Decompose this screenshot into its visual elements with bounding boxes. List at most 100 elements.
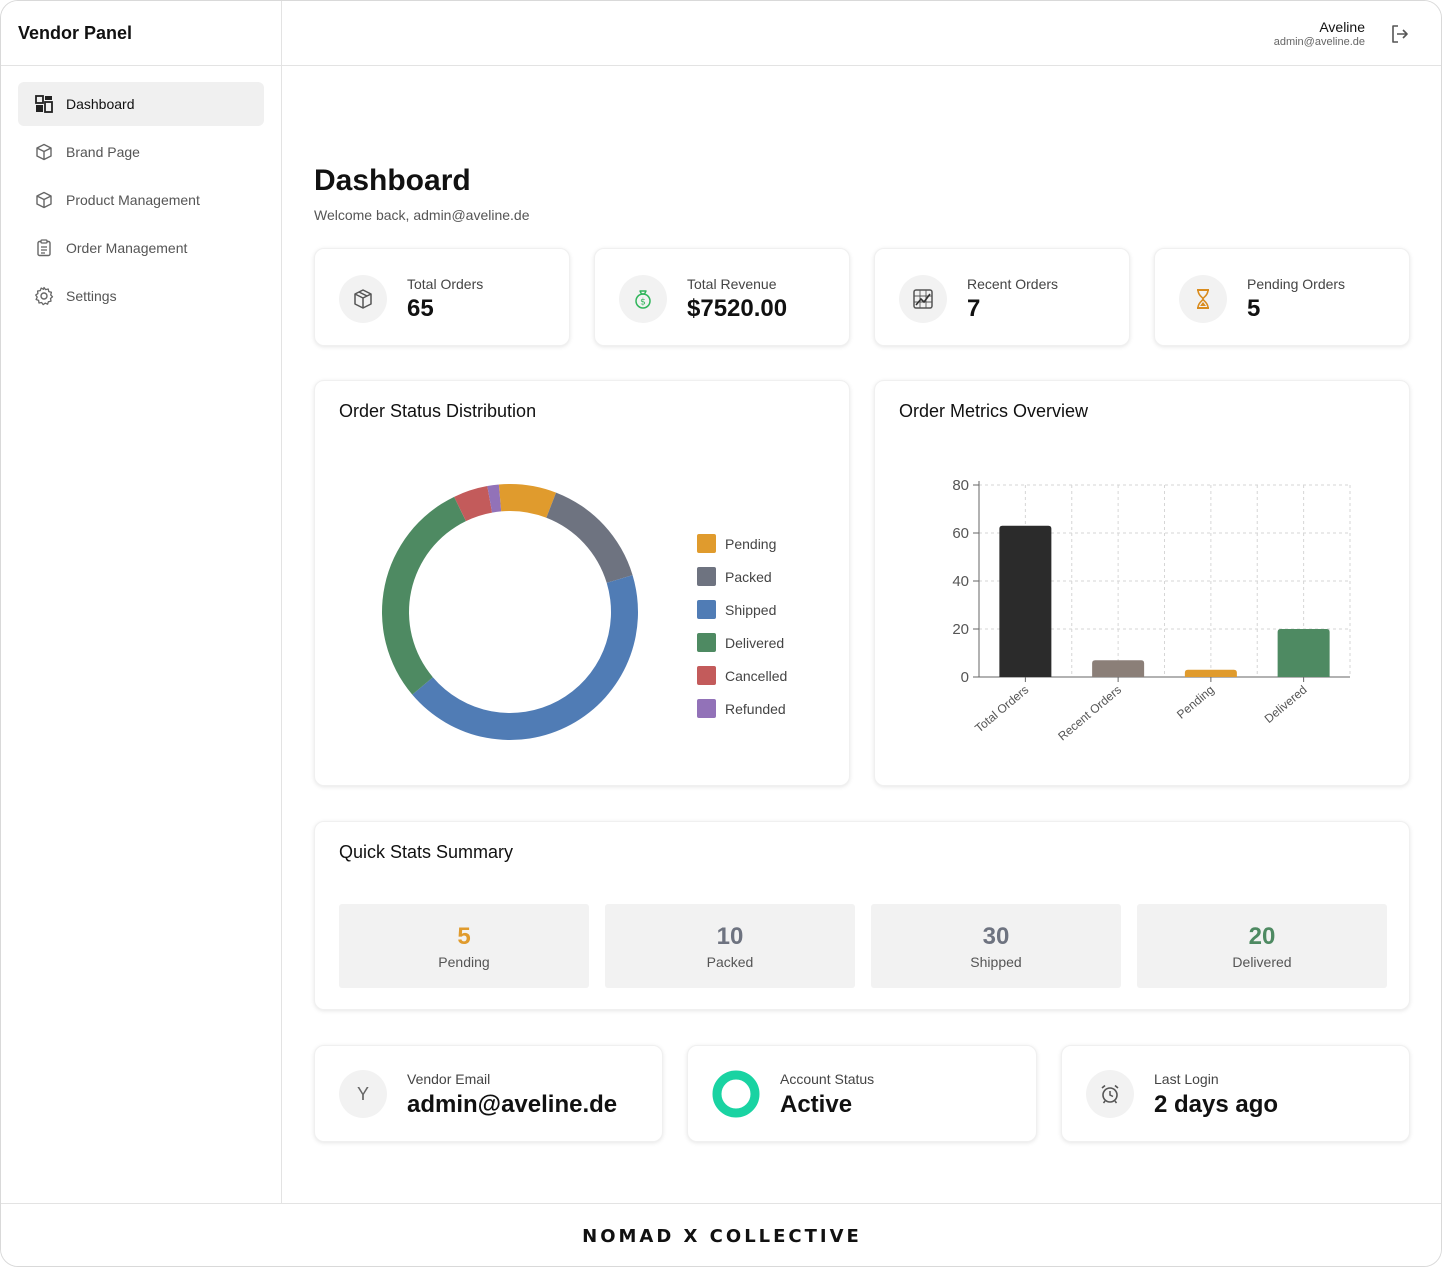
- sidebar-nav: Dashboard Brand Page Product Management …: [1, 66, 281, 318]
- info-label: Last Login: [1154, 1071, 1219, 1087]
- summary-label: Pending: [438, 954, 490, 970]
- x-tick-label: Pending: [1174, 683, 1217, 722]
- page-subtitle: Welcome back, admin@aveline.de: [314, 207, 530, 223]
- donut-slice-pending[interactable]: [498, 484, 557, 518]
- money-bag-icon: $: [619, 275, 667, 323]
- summary-value: 20: [1248, 923, 1276, 950]
- donut-slice-delivered[interactable]: [382, 496, 466, 695]
- summary-value: 30: [982, 923, 1010, 950]
- bar-recent-orders[interactable]: [1092, 660, 1145, 677]
- dashboard-grid-icon: [34, 94, 54, 114]
- donut-slice-cancelled[interactable]: [454, 486, 493, 522]
- sidebar-item-label: Product Management: [66, 192, 200, 208]
- info-value: admin@aveline.de: [407, 1091, 618, 1118]
- user-email: admin@aveline.de: [1273, 36, 1365, 48]
- alarm-clock-icon: [1086, 1070, 1134, 1118]
- sidebar-item-settings[interactable]: Settings: [18, 274, 264, 318]
- chart-legend: Pending Packed Shipped Delivered Cancelled Re…: [697, 527, 787, 725]
- sidebar-item-label: Dashboard: [66, 96, 135, 112]
- info-value: 2 days ago: [1154, 1091, 1279, 1118]
- order-status-chart-card: Order Status Distribution Pending Packed S…: [314, 380, 850, 786]
- stat-card-total-revenue: $ Total Revenue $7520.00: [594, 248, 850, 346]
- bar-total-orders[interactable]: [999, 525, 1052, 677]
- stat-card-pending-orders: Pending Orders 5: [1154, 248, 1410, 346]
- donut-slice-packed[interactable]: [546, 492, 633, 583]
- clipboard-icon: [34, 238, 54, 258]
- last-login-card: Last Login 2 days ago: [1061, 1045, 1410, 1142]
- bar-chart: 0 20 40 60 80 Total Orders Recent Orders Pendin…: [952, 477, 1351, 743]
- package-icon: [339, 275, 387, 323]
- sidebar-item-product-management[interactable]: Product Management: [18, 178, 264, 222]
- legend-item-refunded[interactable]: Refunded: [697, 692, 787, 725]
- page-title: Dashboard: [314, 164, 471, 197]
- y-tick-label: 80: [952, 477, 969, 494]
- chart-title: Order Status Distribution: [339, 401, 537, 421]
- legend-item-shipped[interactable]: Shipped: [697, 593, 787, 626]
- cube-icon: [34, 190, 54, 210]
- donut-chart: [382, 484, 638, 741]
- quick-stats-card: Quick Stats Summary 5 Pending 10 Packed …: [314, 821, 1410, 1010]
- legend-item-packed[interactable]: Packed: [697, 560, 787, 593]
- summary-label: Delivered: [1232, 954, 1292, 970]
- legend-item-delivered[interactable]: Delivered: [697, 626, 787, 659]
- account-status-card: Account Status Active: [687, 1045, 1037, 1142]
- summary-value: 5: [457, 923, 471, 950]
- legend-swatch: [697, 666, 716, 685]
- stat-card-recent-orders: Recent Orders 7: [874, 248, 1130, 346]
- hourglass-icon: [1179, 275, 1227, 323]
- x-tick-label: Delivered: [1262, 683, 1310, 726]
- legend-swatch: [697, 567, 716, 586]
- summary-box-packed: 10 Packed: [605, 904, 855, 988]
- sidebar-item-label: Brand Page: [66, 144, 140, 160]
- y-tick-label: 40: [952, 573, 969, 590]
- summary-value: 10: [716, 923, 744, 950]
- info-label: Account Status: [780, 1071, 875, 1087]
- legend-item-pending[interactable]: Pending: [697, 527, 787, 560]
- legend-item-cancelled[interactable]: Cancelled: [697, 659, 787, 692]
- footer: NOMAD X COLLECTIVE: [1, 1203, 1441, 1266]
- stat-value: 65: [407, 295, 434, 322]
- footer-brand: NOMAD X COLLECTIVE: [582, 1226, 862, 1247]
- sidebar: Vendor Panel Dashboard Brand Page Produc…: [1, 1, 282, 1203]
- stat-label: Pending Orders: [1247, 276, 1346, 292]
- bar-delivered[interactable]: [1277, 629, 1330, 677]
- sidebar-item-dashboard[interactable]: Dashboard: [18, 82, 264, 126]
- user-name: Aveline: [1319, 19, 1365, 35]
- donut-slice-shipped[interactable]: [412, 575, 638, 741]
- order-metrics-chart-card: Order Metrics Overview 0 20 40 60 80 Total Or…: [874, 380, 1410, 786]
- y-tick-label: 60: [952, 525, 969, 542]
- legend-swatch: [697, 699, 716, 718]
- avatar: Y: [339, 1070, 387, 1118]
- sidebar-item-brand-page[interactable]: Brand Page: [18, 130, 264, 174]
- legend-label: Cancelled: [725, 667, 788, 684]
- summary-box-delivered: 20 Delivered: [1137, 904, 1387, 988]
- chart-icon: [899, 275, 947, 323]
- stat-label: Total Orders: [407, 276, 484, 292]
- stat-value: 5: [1247, 295, 1261, 322]
- brand-title: Vendor Panel: [1, 1, 281, 66]
- summary-label: Packed: [706, 954, 754, 970]
- stat-label: Recent Orders: [967, 276, 1059, 292]
- donut-slice-refunded[interactable]: [487, 484, 502, 513]
- summary-box-pending: 5 Pending: [339, 904, 589, 988]
- stat-value: 7: [967, 295, 981, 322]
- legend-label: Delivered: [725, 634, 785, 651]
- logout-icon[interactable]: [1389, 23, 1411, 45]
- sidebar-item-label: Order Management: [66, 240, 188, 256]
- cube-icon: [34, 142, 54, 162]
- info-value: Active: [780, 1091, 853, 1118]
- summary-box-shipped: 30 Shipped: [871, 904, 1121, 988]
- x-tick-label: Total Orders: [972, 683, 1031, 736]
- legend-swatch: [697, 600, 716, 619]
- summary-title: Quick Stats Summary: [339, 842, 514, 862]
- y-tick-label: 0: [961, 669, 969, 686]
- stat-value: $7520.00: [687, 295, 788, 322]
- summary-label: Shipped: [970, 954, 1022, 970]
- bar-pending[interactable]: [1184, 669, 1237, 677]
- stat-label: Total Revenue: [687, 276, 777, 292]
- status-ring-icon: [712, 1070, 760, 1118]
- sidebar-item-order-management[interactable]: Order Management: [18, 226, 264, 270]
- legend-swatch: [697, 633, 716, 652]
- svg-text:$: $: [640, 298, 646, 308]
